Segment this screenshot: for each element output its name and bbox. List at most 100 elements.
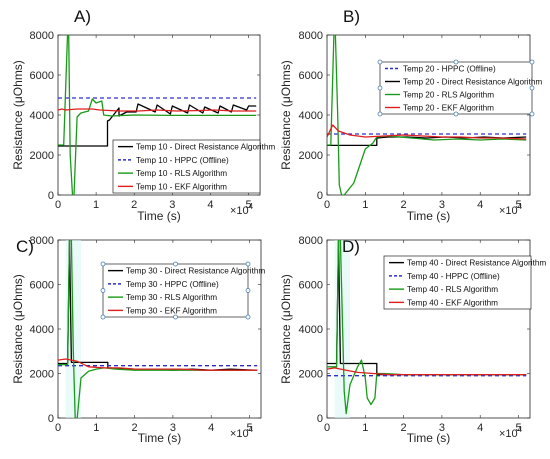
legend-resize-handle <box>377 85 383 91</box>
x-tick-label: 1 <box>362 422 368 434</box>
legend-label-1: Temp 10 - Direct Resistance Algorithm <box>136 143 275 152</box>
legend-resize-handle <box>245 288 251 293</box>
legend-box <box>383 255 532 310</box>
x-tick-label: 1 <box>93 199 99 211</box>
legend-label-3: Temp 40 - RLS Algorithm <box>407 285 498 294</box>
legend-resize-handle <box>453 59 459 65</box>
x-tick-label: 4 <box>207 199 213 211</box>
x-axis-label: Time (s) <box>138 431 182 445</box>
y-tick-label: 2000 <box>30 150 54 162</box>
x-tick-label: 4 <box>477 199 483 211</box>
legend-label-2: Temp 10 - HPPC (Offline) <box>136 156 229 165</box>
series-line-3 <box>327 35 527 195</box>
y-tick-label: 4000 <box>30 110 54 122</box>
legend-label-2: Temp 40 - HPPC (Offline) <box>407 272 500 281</box>
legend-resize-handle <box>173 314 178 320</box>
legend-label-2: Temp 30 - HPPC (Offline) <box>126 280 219 289</box>
x-axis-label: Time (s) <box>407 431 451 445</box>
legend-label-3: Temp 20 - RLS Algorithm <box>403 91 494 100</box>
legend: Temp 20 - HPPC (Offline) Temp 20 - Direct… <box>377 59 542 117</box>
series-line-2 <box>327 136 527 147</box>
x-tick-label: 2 <box>401 422 407 434</box>
chart-panel-1: 0 1 2 3 4 5 0 2000 4000 6000 8000 Time (s) Resistanc… <box>11 7 275 223</box>
legend-resize-handle <box>529 59 535 65</box>
legend-label-1: Temp 20 - HPPC (Offline) <box>403 65 496 74</box>
chart-panel-4: 0 1 2 3 4 5 0 2000 4000 6000 8000 Time (s) Resistanc… <box>279 235 546 445</box>
legend-resize-handle <box>245 261 251 267</box>
legend-resize-handle <box>173 261 178 267</box>
legend: Temp 30 - Direct Resistance Algorithm Tem… <box>100 261 265 320</box>
legend-label-3: Temp 30 - RLS Algorithm <box>126 293 217 302</box>
chart-panel-3: 0 1 2 3 4 5 0 2000 4000 6000 8000 Time (s) Resistanc… <box>11 235 265 445</box>
x-tick-label: 1 <box>362 199 368 211</box>
x-tick-label: 4 <box>477 422 483 434</box>
x-tick-label: 0 <box>55 422 61 434</box>
y-tick-label: 0 <box>48 190 54 202</box>
legend-resize-handle <box>100 288 106 293</box>
legend-label-1: Temp 40 - Direct Resistance Algorithm <box>407 259 546 268</box>
y-axis-label: Resistance (μOhms) <box>279 60 293 170</box>
legend-label-2: Temp 20 - Direct Resistance Algorithm <box>403 78 542 87</box>
x-tick-label: 3 <box>169 199 175 211</box>
legend: Temp 40 - Direct Resistance Algorithm Tem… <box>383 255 546 310</box>
x-tick-label: 0 <box>55 199 61 211</box>
x-tick-label: 5 <box>515 422 521 434</box>
series-group <box>327 240 527 415</box>
y-tick-label: 2000 <box>30 369 54 381</box>
x-tick-label: 3 <box>439 422 445 434</box>
y-tick-label: 4000 <box>299 324 323 336</box>
legend-box <box>102 263 249 318</box>
legend-label-1: Temp 30 - Direct Resistance Algorithm <box>126 267 265 276</box>
x-tick-label: 3 <box>170 422 176 434</box>
legend-resize-handle <box>377 59 383 65</box>
x-tick-label: 5 <box>246 422 252 434</box>
y-tick-label: 2000 <box>299 150 323 162</box>
series-group <box>327 35 527 195</box>
y-tick-label: 6000 <box>30 70 54 82</box>
series-group <box>58 240 258 418</box>
panel-letter: A) <box>74 7 91 26</box>
legend-resize-handle <box>377 111 383 117</box>
panel-letter: D) <box>342 237 360 256</box>
legend-label-4: Temp 10 - EKF Algorithm <box>136 182 227 191</box>
panel-letter: B) <box>343 7 360 26</box>
x-axis-label: Time (s) <box>137 209 181 223</box>
series-line-4 <box>327 367 527 376</box>
legend-resize-handle <box>529 111 535 117</box>
y-tick-label: 4000 <box>299 110 323 122</box>
y-tick-label: 4000 <box>30 324 54 336</box>
legend-resize-handle <box>245 314 251 320</box>
x-tick-label: 5 <box>515 199 521 211</box>
legend-box <box>379 61 533 115</box>
legend-resize-handle <box>100 314 106 320</box>
series-line-4 <box>58 358 258 371</box>
y-tick-label: 8000 <box>30 30 54 42</box>
x-tick-label: 2 <box>131 199 137 211</box>
legend-box <box>112 139 261 194</box>
series-line-3 <box>58 240 258 418</box>
x-axis-label: Time (s) <box>407 209 451 223</box>
series-line-4 <box>327 124 527 140</box>
x-tick-label: 0 <box>324 199 330 211</box>
legend-label-4: Temp 20 - EKF Algorithm <box>403 104 494 113</box>
legend-label-4: Temp 40 - EKF Algorithm <box>407 298 498 307</box>
legend-resize-handle <box>453 111 459 117</box>
legend: Temp 10 - Direct Resistance Algorithm Tem… <box>112 139 275 194</box>
y-axis-label: Resistance (μOhms) <box>279 274 293 384</box>
y-tick-label: 2000 <box>299 369 323 381</box>
y-tick-label: 0 <box>48 413 54 425</box>
x-axis-multiplier: ×104 <box>499 202 523 217</box>
y-tick-label: 8000 <box>299 30 323 42</box>
x-tick-label: 3 <box>439 199 445 211</box>
legend-resize-handle <box>100 261 106 267</box>
chart-panel-2: 0 1 2 3 4 5 0 2000 4000 6000 8000 Time (s) Resistanc… <box>279 7 542 223</box>
series-line-3 <box>58 35 257 195</box>
y-tick-label: 6000 <box>299 70 323 82</box>
series-group <box>58 35 257 195</box>
y-tick-label: 0 <box>317 190 323 202</box>
x-tick-label: 1 <box>93 422 99 434</box>
x-axis-multiplier: ×104 <box>230 202 254 217</box>
x-tick-label: 5 <box>246 199 252 211</box>
y-tick-label: 8000 <box>299 235 323 247</box>
